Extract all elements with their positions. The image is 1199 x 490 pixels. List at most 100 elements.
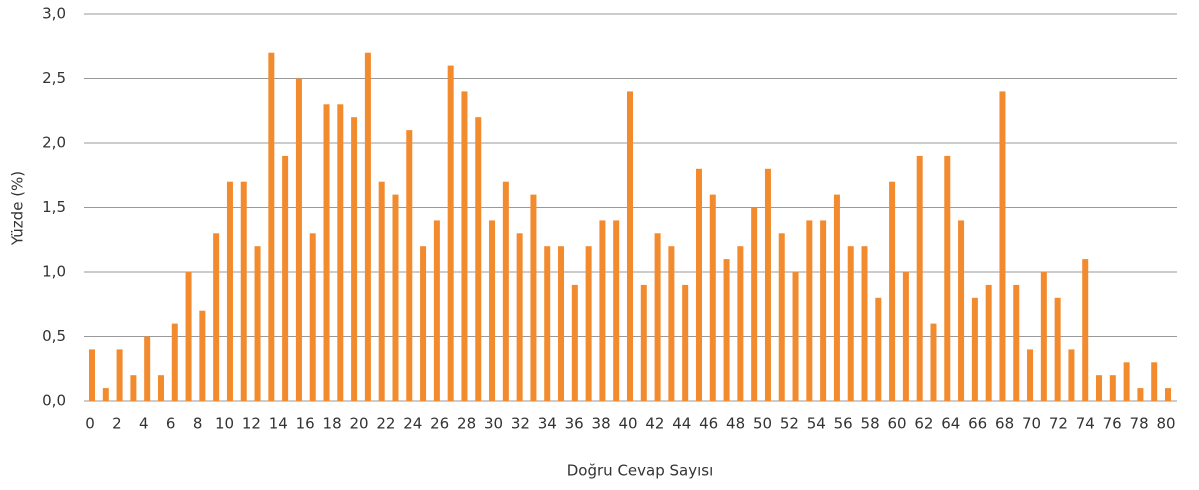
bar bbox=[116, 349, 123, 401]
bar bbox=[792, 272, 799, 401]
x-tick-label: 12 bbox=[242, 415, 261, 433]
x-tick-label: 72 bbox=[1049, 415, 1068, 433]
bar bbox=[295, 78, 302, 401]
bar bbox=[309, 233, 316, 401]
bar bbox=[378, 181, 385, 401]
bar bbox=[268, 52, 275, 401]
bar bbox=[778, 233, 785, 401]
bar bbox=[364, 52, 371, 401]
x-tick-label: 0 bbox=[85, 415, 95, 433]
bar bbox=[875, 297, 882, 401]
bar bbox=[516, 233, 523, 401]
x-tick-label: 46 bbox=[699, 415, 718, 433]
x-tick-label: 62 bbox=[914, 415, 933, 433]
x-tick-label: 44 bbox=[672, 415, 691, 433]
bar bbox=[847, 246, 854, 401]
x-tick-label: 42 bbox=[645, 415, 664, 433]
bar bbox=[668, 246, 675, 401]
y-tick-label: 0,5 bbox=[42, 327, 66, 345]
bar bbox=[916, 155, 923, 401]
bar bbox=[958, 220, 965, 401]
bar bbox=[544, 246, 551, 401]
y-tick-label: 2,0 bbox=[42, 134, 66, 152]
bar bbox=[613, 220, 620, 401]
x-tick-label: 4 bbox=[139, 415, 149, 433]
bar bbox=[1123, 362, 1130, 401]
bar bbox=[1137, 388, 1144, 401]
bar bbox=[406, 130, 413, 401]
bar bbox=[654, 233, 661, 401]
x-tick-label: 58 bbox=[861, 415, 880, 433]
x-tick-label: 76 bbox=[1103, 415, 1122, 433]
bar bbox=[1082, 259, 1089, 401]
bar bbox=[171, 323, 178, 401]
y-tick-label: 3,0 bbox=[42, 5, 66, 23]
bar bbox=[1096, 375, 1103, 401]
x-tick-label: 50 bbox=[753, 415, 772, 433]
bar bbox=[323, 104, 330, 402]
x-tick-label: 6 bbox=[166, 415, 176, 433]
bar bbox=[764, 168, 771, 401]
bar bbox=[213, 233, 220, 401]
bar bbox=[985, 284, 992, 401]
x-tick-label: 60 bbox=[887, 415, 906, 433]
x-tick-label: 56 bbox=[834, 415, 853, 433]
bar bbox=[475, 117, 482, 401]
bar bbox=[1040, 272, 1047, 401]
bar bbox=[627, 91, 633, 402]
y-axis-title: Yüzde (%) bbox=[9, 171, 27, 246]
bar bbox=[102, 388, 109, 401]
bar bbox=[337, 104, 344, 402]
bar bbox=[640, 284, 647, 401]
x-tick-label: 2 bbox=[112, 415, 122, 433]
x-tick-label: 20 bbox=[349, 415, 368, 433]
bar bbox=[1109, 375, 1116, 401]
x-tick-label: 18 bbox=[323, 415, 342, 433]
x-tick-label: 14 bbox=[269, 415, 288, 433]
y-tick-label: 1,5 bbox=[42, 198, 66, 216]
x-tick-label: 78 bbox=[1130, 415, 1149, 433]
bar bbox=[944, 155, 951, 401]
bar bbox=[723, 259, 730, 401]
bar bbox=[351, 117, 358, 401]
bar bbox=[902, 272, 909, 401]
bar bbox=[226, 181, 233, 401]
bar bbox=[1013, 284, 1020, 401]
bar bbox=[751, 207, 758, 401]
bar bbox=[930, 323, 937, 401]
x-tick-label: 36 bbox=[565, 415, 584, 433]
bar bbox=[682, 284, 689, 401]
y-tick-label: 2,5 bbox=[42, 69, 66, 87]
x-tick-label: 10 bbox=[215, 415, 234, 433]
bar bbox=[240, 181, 247, 401]
x-tick-label: 52 bbox=[780, 415, 799, 433]
x-axis-title: Doğru Cevap Sayısı bbox=[567, 462, 714, 480]
bar bbox=[420, 246, 427, 401]
bar bbox=[447, 65, 454, 401]
bar bbox=[185, 272, 192, 401]
x-tick-label: 74 bbox=[1076, 415, 1095, 433]
bar bbox=[558, 246, 565, 401]
bar bbox=[585, 246, 592, 401]
x-tick-label: 40 bbox=[618, 415, 637, 433]
bar bbox=[833, 194, 840, 401]
bar bbox=[806, 220, 813, 401]
bar bbox=[392, 194, 399, 401]
bar bbox=[254, 246, 261, 401]
bar bbox=[999, 91, 1006, 402]
bar bbox=[489, 220, 496, 401]
bar bbox=[599, 220, 606, 401]
x-tick-label: 30 bbox=[484, 415, 503, 433]
bar bbox=[461, 91, 468, 402]
bar bbox=[144, 336, 151, 401]
bar bbox=[502, 181, 509, 401]
bar bbox=[709, 194, 716, 401]
bar bbox=[282, 155, 289, 401]
bar bbox=[971, 297, 978, 401]
bar bbox=[571, 284, 578, 401]
bar bbox=[530, 194, 537, 401]
x-tick-label: 54 bbox=[807, 415, 826, 433]
x-tick-label: 26 bbox=[430, 415, 449, 433]
bar bbox=[433, 220, 440, 401]
